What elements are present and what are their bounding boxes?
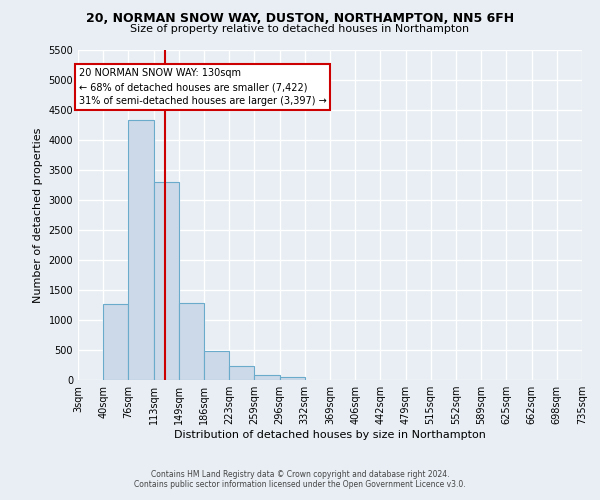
Bar [103, 304, 128, 380]
Text: 20, NORMAN SNOW WAY, DUSTON, NORTHAMPTON, NN5 6FH: 20, NORMAN SNOW WAY, DUSTON, NORTHAMPTON… [86, 12, 514, 26]
Text: 20 NORMAN SNOW WAY: 130sqm
← 68% of detached houses are smaller (7,422)
31% of s: 20 NORMAN SNOW WAY: 130sqm ← 68% of deta… [79, 68, 326, 106]
Bar [204, 351, 229, 380]
Text: Contains HM Land Registry data © Crown copyright and database right 2024.
Contai: Contains HM Land Registry data © Crown c… [134, 470, 466, 489]
Text: Size of property relative to detached houses in Northampton: Size of property relative to detached ho… [130, 24, 470, 34]
Bar [254, 374, 280, 380]
Bar [280, 377, 305, 380]
Bar [229, 366, 254, 380]
Y-axis label: Number of detached properties: Number of detached properties [33, 128, 43, 302]
X-axis label: Distribution of detached houses by size in Northampton: Distribution of detached houses by size … [174, 430, 486, 440]
Bar [128, 120, 154, 380]
Bar [179, 303, 204, 380]
Bar [154, 182, 179, 380]
